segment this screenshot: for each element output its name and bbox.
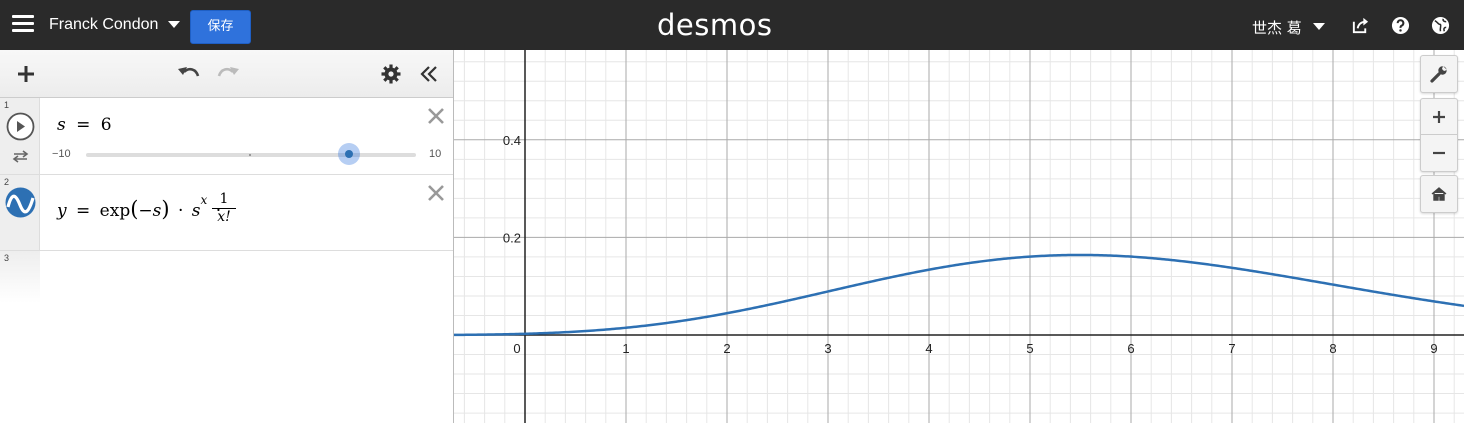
equals-sign: = [76,115,91,135]
slider-variable: s [57,115,66,135]
expression-row-2[interactable]: 2 y = exp(−s) · sx · 1 x! [0,175,453,251]
x-tick-label: 4 [925,341,932,356]
graph-line-icon[interactable] [5,187,36,223]
delete-icon[interactable] [427,107,445,125]
caret-down-icon[interactable] [168,21,180,28]
tick-labels: 0 1 2 3 4 5 6 7 8 9 0.2 0.4 [503,133,1438,356]
expression-panel: 1 s = 6 −10 10 2 y [0,50,454,423]
expression-math[interactable]: y = exp(−s) · sx · [57,193,224,221]
math-function: exp [99,201,131,221]
y-tick-label: 0.4 [503,133,521,148]
menu-icon[interactable] [12,15,34,35]
user-caret-down-icon[interactable] [1313,23,1325,30]
expression-index: 2 [4,177,10,187]
math-y: y [57,201,67,221]
axes [454,50,1464,423]
slider-max-label: 10 [429,148,442,160]
x-tick-label: 5 [1026,341,1033,356]
expression-math[interactable]: s = 6 [57,115,112,135]
math-base: s [191,201,201,221]
expression-toolbar [0,50,453,98]
redo-icon[interactable] [216,64,240,82]
graph-paper[interactable]: 0 1 2 3 4 5 6 7 8 9 0.2 0.4 [453,50,1464,423]
expression-gutter-3: 3 [0,251,40,303]
help-icon[interactable] [1391,16,1410,35]
y-tick-label: 0.2 [503,230,521,245]
expression-index: 1 [4,100,10,110]
graph-canvas[interactable]: 0 1 2 3 4 5 6 7 8 9 0.2 0.4 [453,50,1464,423]
equals-sign: = [76,201,91,221]
delete-icon[interactable] [427,184,445,202]
math-argument: −s [138,201,162,221]
expression-row-1[interactable]: 1 s = 6 −10 10 [0,98,453,175]
graph-settings-group [1420,55,1458,93]
dot-operator: · [177,201,184,221]
paren-right: ) [161,197,170,221]
home-icon[interactable] [1421,176,1457,212]
slider-center-dot [249,154,251,156]
save-button[interactable]: 保存 [190,10,251,44]
x-tick-label: 2 [723,341,730,356]
x-tick-label: 1 [622,341,629,356]
dot-operator: · [215,201,222,221]
zoom-in-icon[interactable] [1421,99,1457,135]
share-icon[interactable] [1351,16,1370,35]
slider-thumb-dot[interactable] [345,150,353,158]
add-icon[interactable] [16,64,36,84]
desmos-logo: desmos [657,8,773,42]
slider-track[interactable] [86,153,416,157]
wrench-icon[interactable] [1421,56,1457,92]
expression-gutter: 1 [0,98,40,174]
x-tick-label: 6 [1127,341,1134,356]
x-tick-label: 8 [1329,341,1336,356]
expression-gutter: 2 [0,175,40,250]
user-name[interactable]: 世杰 葛 [1252,19,1302,37]
settings-gear-icon[interactable] [381,64,401,84]
expression-index: 3 [4,253,10,263]
paren-left: ( [130,197,139,221]
zoom-out-icon[interactable] [1421,135,1457,171]
slider-value: 6 [100,115,112,135]
home-group [1420,175,1458,213]
math-fraction: 1 x! [212,191,236,225]
x-tick-label: 3 [824,341,831,356]
collapse-panel-icon[interactable] [419,64,439,84]
new-expression-input[interactable] [41,251,453,301]
zoom-controls [1420,98,1458,172]
x-tick-label: 9 [1430,341,1437,356]
slider-min-label: −10 [52,148,71,160]
fraction-numerator: 1 [212,191,236,209]
play-icon[interactable] [6,112,35,146]
minor-gridlines [454,50,1464,423]
fraction-denominator: x! [217,209,231,225]
x-tick-label: 0 [513,341,520,356]
undo-icon[interactable] [177,64,201,82]
function-curve[interactable] [453,253,1464,337]
top-bar: Franck Condon 保存 desmos 世杰 葛 [0,0,1464,50]
graph-title[interactable]: Franck Condon [49,16,159,33]
loop-icon[interactable] [12,149,30,168]
x-tick-label: 7 [1228,341,1235,356]
math-exponent: x [200,193,208,208]
globe-icon[interactable] [1431,16,1450,35]
